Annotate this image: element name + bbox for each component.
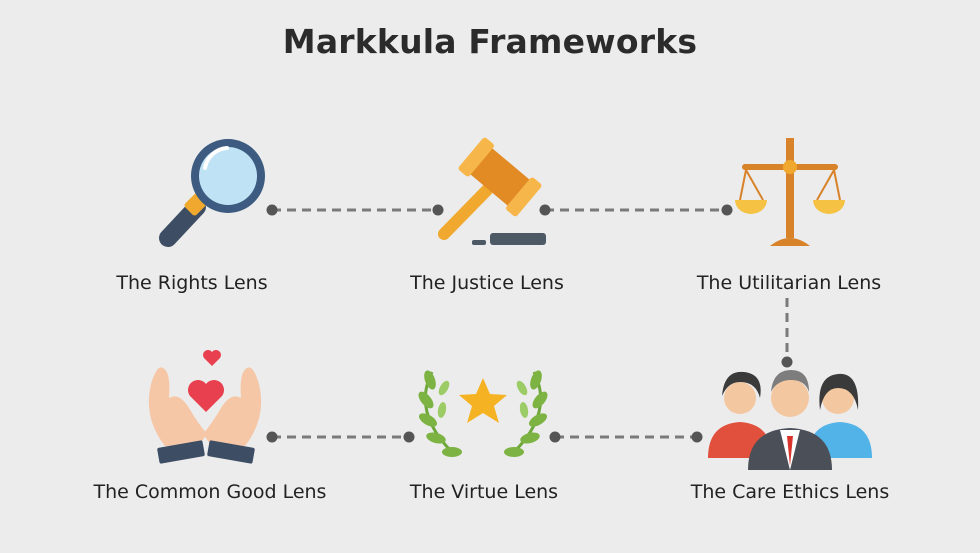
- connector-node: [403, 431, 415, 443]
- connector-node: [781, 356, 793, 368]
- label-utilitarian-lens: The Utilitarian Lens: [696, 272, 882, 294]
- label-care-ethics-lens: The Care Ethics Lens: [690, 481, 890, 503]
- connectors: [272, 208, 789, 439]
- label-common-good-lens: The Common Good Lens: [93, 481, 327, 503]
- balance-scale-icon: [735, 138, 845, 246]
- page-title: Markkula Frameworks: [282, 22, 698, 61]
- people-group-icon: [708, 370, 872, 470]
- laurel-star-icon: [418, 370, 548, 457]
- connector-node: [539, 204, 551, 216]
- label-justice-lens: The Justice Lens: [410, 272, 564, 294]
- connector-node: [266, 204, 278, 216]
- connector-node: [266, 431, 278, 443]
- connector-nodes: [266, 204, 793, 443]
- gavel-icon: [438, 137, 546, 245]
- magnifying-glass-icon: [159, 139, 265, 247]
- connector-node: [432, 204, 444, 216]
- label-rights-lens: The Rights Lens: [116, 272, 268, 294]
- label-virtue-lens: The Virtue Lens: [409, 481, 559, 503]
- hands-heart-icon: [148, 350, 262, 464]
- connector-node: [691, 431, 703, 443]
- connector-node: [549, 431, 561, 443]
- connector-node: [721, 204, 733, 216]
